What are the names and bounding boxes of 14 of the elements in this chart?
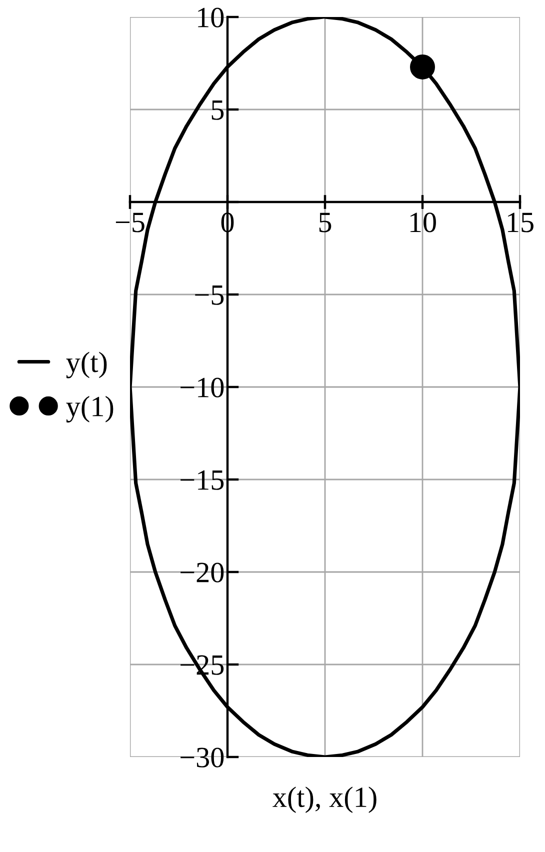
x-axis-title: x(t), x(1) [272,786,376,814]
y-tick-label: −10 [180,378,224,398]
x-tick-label: 5 [319,212,332,232]
legend-label: y(1) [66,396,114,422]
legend-label: y(t) [66,352,107,378]
x-tick-label: −5 [116,212,144,232]
y-tick-label: −15 [180,470,224,490]
y-tick-label: 10 [198,8,224,28]
x-tick-label: 15 [508,212,534,232]
y-tick-label: −5 [195,286,224,305]
y-tick-label: 5 [212,100,224,120]
y-tick-label: −30 [180,748,224,768]
y-tick-label: −20 [180,562,224,582]
x-tick-label: 10 [410,212,436,232]
